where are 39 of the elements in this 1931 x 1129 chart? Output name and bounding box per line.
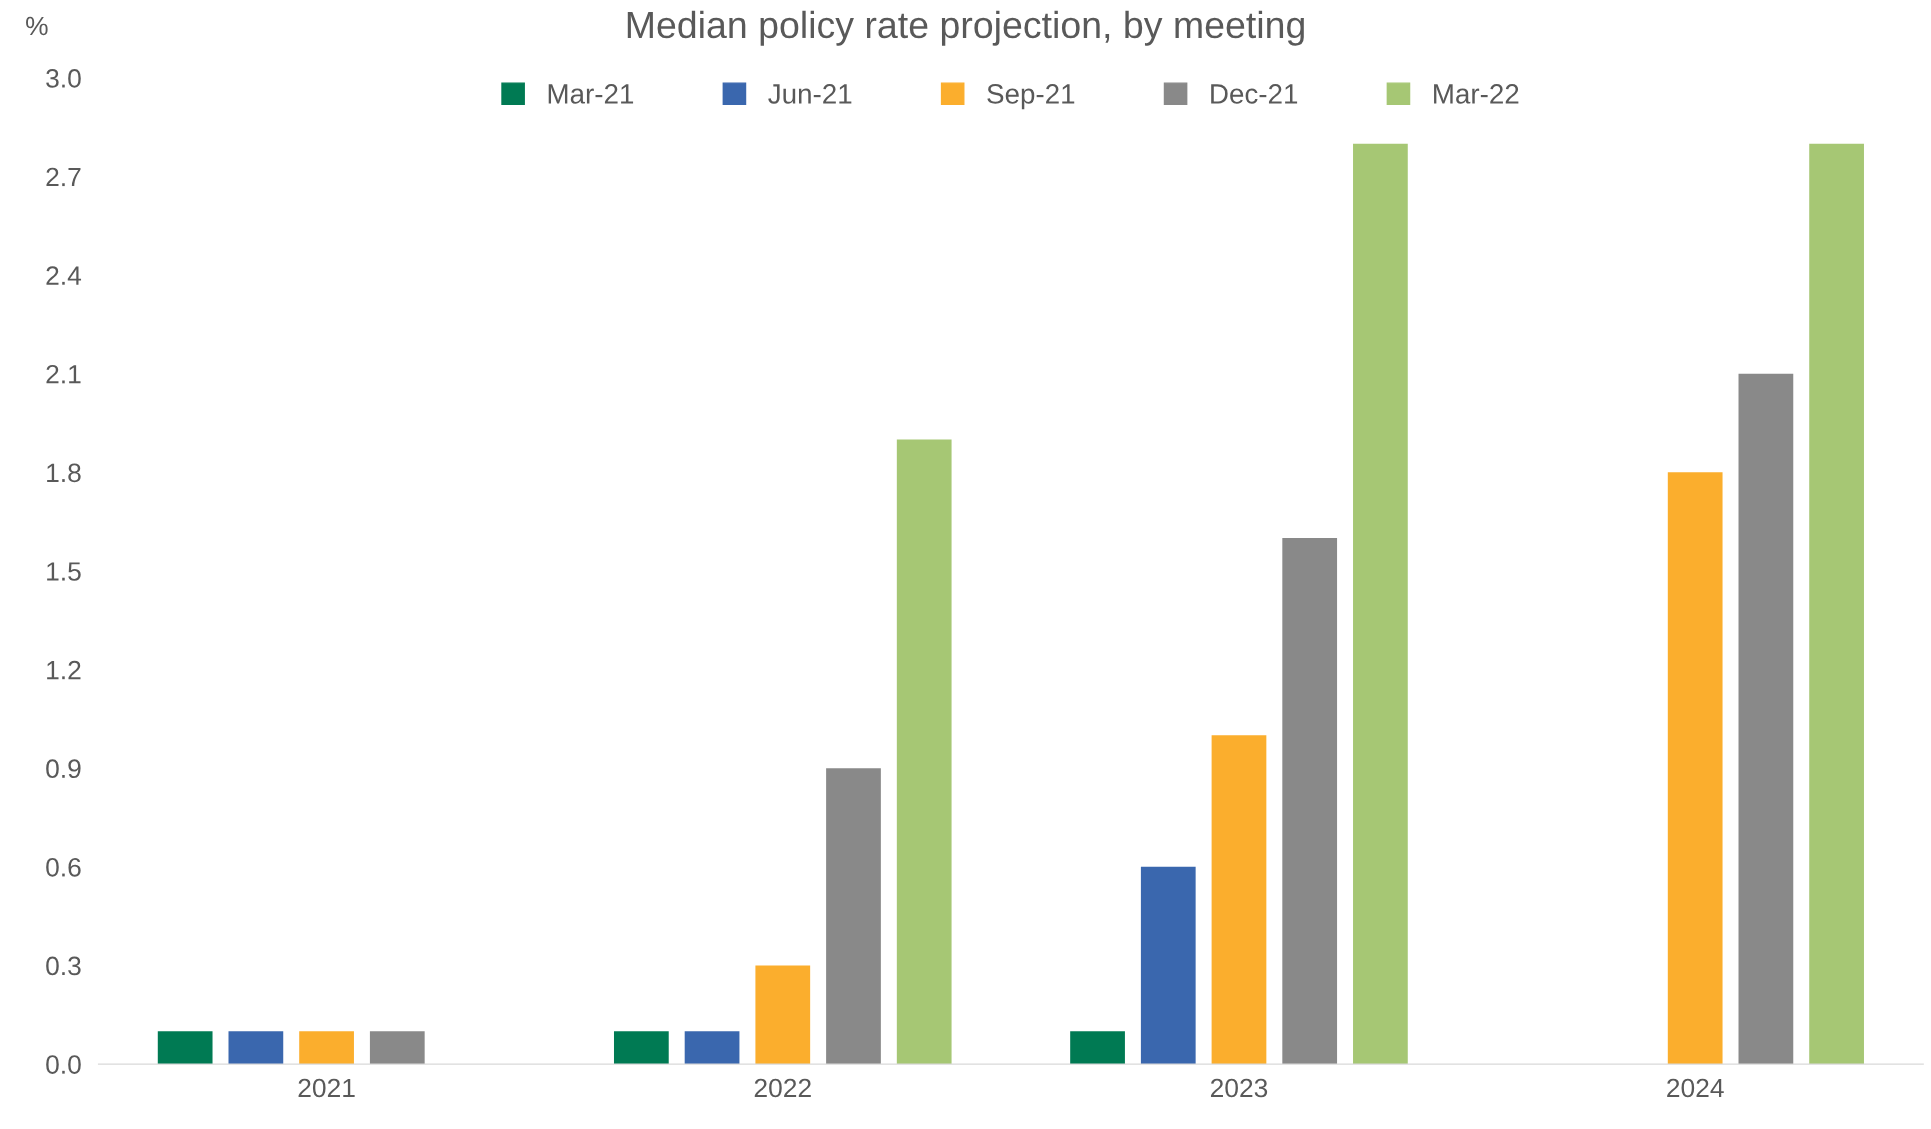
y-tick-label: 1.2 <box>47 660 81 680</box>
y-axis-title: % <box>26 16 48 36</box>
bar <box>684 1031 740 1065</box>
legend-label: Mar-21 <box>548 84 634 104</box>
bar <box>755 965 811 1065</box>
bar <box>369 1031 425 1065</box>
y-tick-label: 0.9 <box>46 759 81 779</box>
bar <box>1809 143 1864 1065</box>
y-tick-label: 3.0 <box>46 69 81 88</box>
bar <box>228 1031 284 1065</box>
x-tick-label: 2024 <box>1667 1078 1724 1098</box>
y-tick-label: 0.3 <box>46 956 81 976</box>
bar <box>896 439 952 1065</box>
bar <box>1070 1031 1125 1065</box>
y-tick-label: 2.7 <box>46 167 81 187</box>
bar <box>1140 866 1196 1065</box>
y-tick-label: 1.8 <box>47 463 81 483</box>
bar <box>157 1031 213 1065</box>
x-tick-label: 2022 <box>754 1078 811 1098</box>
bar <box>299 1031 354 1065</box>
bar <box>1353 143 1408 1065</box>
bar <box>1667 472 1723 1065</box>
bar <box>1211 735 1267 1065</box>
y-tick-label: 1.5 <box>47 562 81 581</box>
legend-label: Sep-21 <box>987 84 1075 110</box>
bar <box>1738 373 1794 1065</box>
chart-title: Median policy rate projection, by meeting <box>627 10 1304 46</box>
legend-label: Jun-21 <box>768 84 852 104</box>
legend-label: Dec-21 <box>1211 84 1298 104</box>
x-tick-label: 2023 <box>1210 1078 1268 1098</box>
bar <box>826 768 881 1065</box>
bar <box>613 1031 669 1065</box>
legend-label: Mar-22 <box>1434 84 1519 104</box>
y-tick-label: 2.4 <box>46 266 82 285</box>
bar <box>1282 538 1338 1065</box>
y-tick-label: 0.0 <box>46 1055 81 1074</box>
x-tick-label: 2021 <box>298 1078 355 1098</box>
y-tick-label: 2.1 <box>46 364 81 384</box>
y-tick-label: 0.6 <box>46 857 81 877</box>
